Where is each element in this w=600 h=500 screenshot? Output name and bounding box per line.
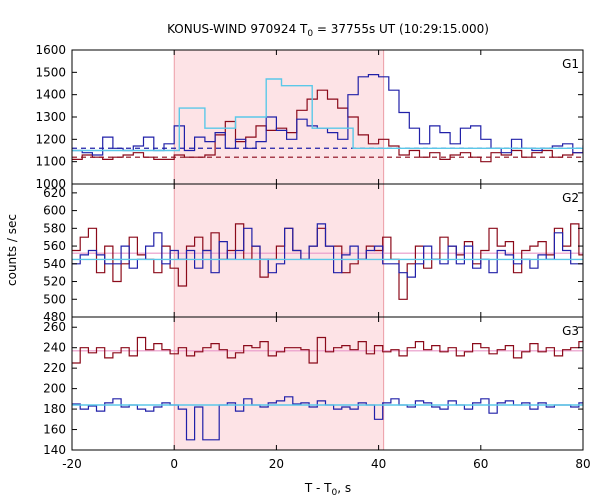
y-tick-label: 620 [43,186,66,200]
x-axis-label: T - T0, s [304,481,351,498]
series-red [72,89,583,163]
y-tick-label: 1500 [35,65,66,79]
y-tick-label: 160 [43,423,66,437]
y-tick-label: 480 [43,310,66,324]
x-tick-label: 40 [371,457,386,471]
y-tick-label: 1600 [35,43,66,57]
y-tick-label: 220 [43,361,66,375]
chart-title: KONUS-WIND 970924 T0 = 37755s UT (10:29:… [167,22,489,39]
y-tick-label: 1200 [35,132,66,146]
panel-label-g3: G3 [562,324,579,338]
panel-label-g1: G1 [562,57,579,71]
panel-g2-series [72,223,583,300]
panel-g3-frame [71,316,584,451]
series-red [72,336,583,364]
x-tick-label: 80 [575,457,590,471]
y-tick-label: 560 [43,239,66,253]
y-tick-label: 1300 [35,110,66,124]
y-tick-label: 1100 [35,155,66,169]
panel-g3-series [72,336,583,441]
y-tick-label: 540 [43,257,66,271]
y-tick-label: 500 [43,292,66,306]
series-blue [72,223,583,278]
x-tick-label: -20 [62,457,82,471]
x-tick-label: 20 [269,457,284,471]
y-tick-label: 140 [43,443,66,457]
y-tick-label: 260 [43,320,66,334]
y-axis-label: counts / sec [5,214,19,286]
x-tick-label: 0 [170,457,178,471]
series-blue [72,396,583,441]
y-tick-label: 240 [43,341,66,355]
fit-line-cyan [72,78,583,152]
x-tick-label: 60 [473,457,488,471]
y-tick-label: 600 [43,204,66,218]
plot-area: 1000110012001300140015001600G14805005205… [35,43,590,471]
y-tick-label: 580 [43,221,66,235]
y-tick-label: 200 [43,382,66,396]
y-tick-label: 180 [43,402,66,416]
y-tick-label: 520 [43,275,66,289]
panel-g1-series [72,74,583,163]
series-blue [72,74,583,156]
panel-label-g2: G2 [562,191,579,205]
y-tick-label: 1000 [35,177,66,191]
y-tick-label: 1400 [35,88,66,102]
